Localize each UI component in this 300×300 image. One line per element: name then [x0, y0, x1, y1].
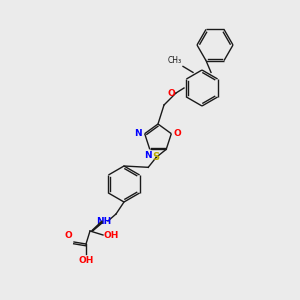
Text: S: S — [153, 152, 160, 162]
Text: O: O — [167, 88, 175, 98]
Polygon shape — [92, 221, 102, 232]
Text: N: N — [134, 129, 142, 138]
Text: O: O — [64, 231, 72, 240]
Text: OH: OH — [104, 230, 119, 239]
Text: OH: OH — [78, 256, 94, 265]
Text: N: N — [144, 151, 152, 160]
Text: O: O — [173, 129, 181, 138]
Text: CH₃: CH₃ — [168, 56, 182, 65]
Text: NH: NH — [96, 218, 112, 226]
